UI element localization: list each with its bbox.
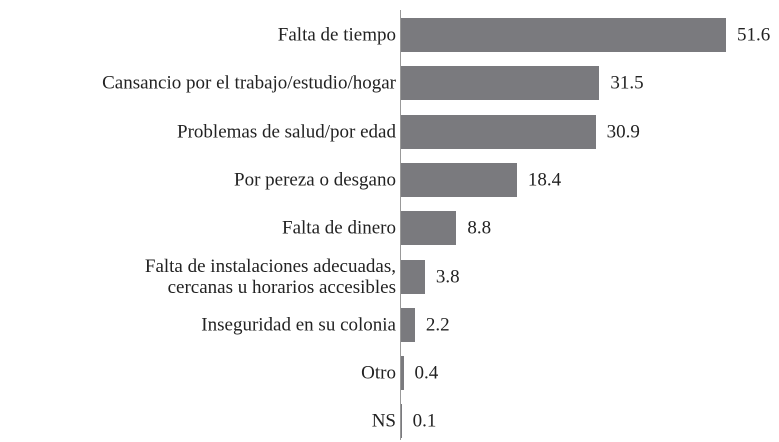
category-label: Problemas de salud/por edad (177, 121, 396, 143)
bar (401, 162, 517, 197)
category-label: Inseguridad en su colonia (201, 314, 396, 336)
value-label: 0.4 (414, 362, 439, 384)
category-label: Falta de tiempo (277, 24, 396, 46)
value-label: 18.4 (527, 169, 562, 191)
category-label: Falta de instalaciones adecuadas, cercan… (144, 255, 396, 298)
bar (401, 114, 596, 149)
axis-line (400, 10, 401, 440)
value-label: 0.1 (412, 410, 437, 432)
bar (401, 356, 404, 391)
category-label: Otro (361, 362, 396, 384)
bar (401, 211, 457, 246)
value-label: 31.5 (610, 72, 644, 94)
bar (401, 18, 726, 52)
value-label: 8.8 (467, 217, 492, 239)
value-label: 30.9 (606, 121, 640, 143)
bar (401, 259, 425, 294)
category-label: Por pereza o desgano (234, 169, 396, 191)
value-label: 3.8 (435, 266, 460, 287)
value-label: 51.6 (737, 24, 771, 46)
category-label: Falta de dinero (282, 217, 396, 239)
value-label: 2.2 (425, 314, 450, 336)
category-label: NS (371, 410, 396, 432)
bar (401, 307, 415, 342)
bar (401, 66, 600, 101)
bar (401, 404, 402, 439)
category-label: Cansancio por el trabajo/estudio/hogar (102, 72, 396, 94)
